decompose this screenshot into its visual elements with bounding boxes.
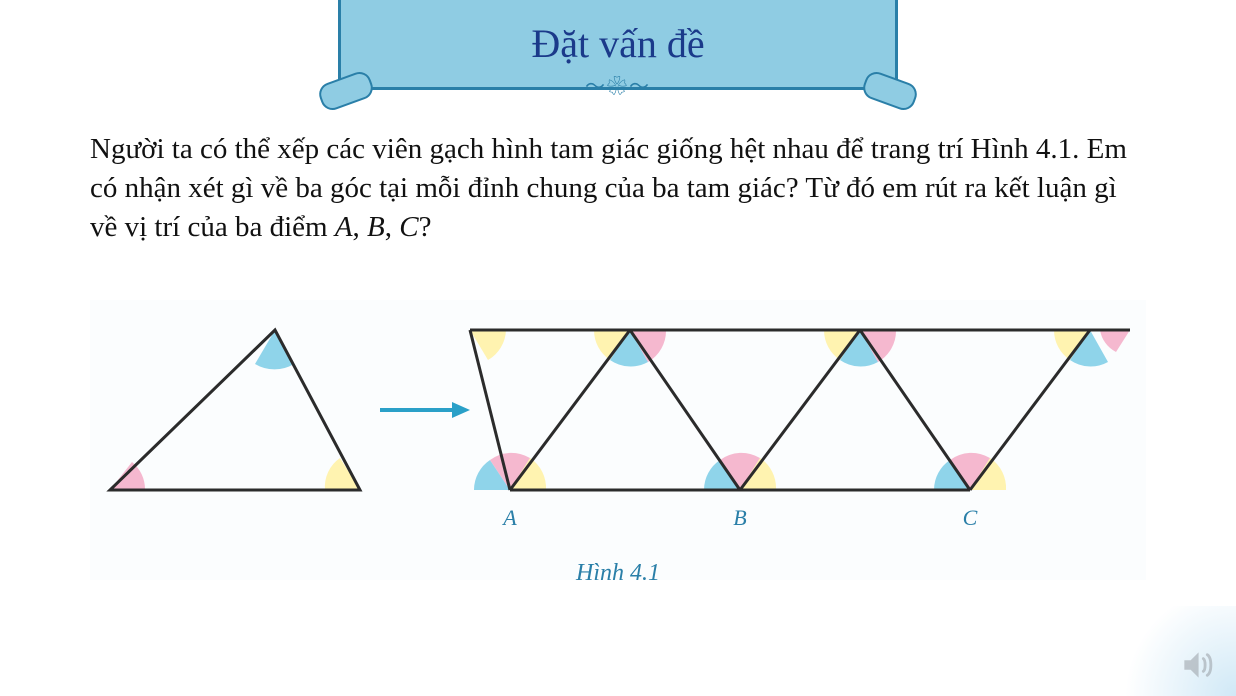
- d4: [740, 330, 860, 490]
- figure-4-1: A B C: [90, 300, 1146, 580]
- sound-icon: [1178, 646, 1216, 684]
- figure-caption: Hình 4.1: [90, 560, 1146, 587]
- qmark: ?: [419, 211, 432, 243]
- label-B: B: [733, 505, 746, 530]
- sep1: ,: [353, 211, 368, 243]
- point-b-ref: B: [367, 211, 385, 243]
- d3: [630, 330, 740, 490]
- triangle-pattern: A B C: [470, 330, 1130, 530]
- d2: [510, 330, 630, 490]
- triangle-outline: [110, 330, 360, 490]
- sep2: ,: [385, 211, 400, 243]
- angle-yellow: [325, 458, 360, 490]
- point-c-ref: C: [399, 211, 418, 243]
- label-A: A: [501, 505, 517, 530]
- banner-title: Đặt vấn đề: [531, 20, 704, 67]
- label-C: C: [963, 505, 978, 530]
- arrow: [380, 402, 470, 418]
- question-part-1: Người ta có thể xếp các viên gạch hình t…: [90, 133, 1127, 243]
- figure-svg: A B C: [90, 300, 1146, 560]
- point-a-ref: A: [335, 211, 353, 243]
- d6: [970, 330, 1090, 490]
- question-text: Người ta có thể xếp các viên gạch hình t…: [90, 130, 1146, 247]
- title-banner: Đặt vấn đề 〜❀〜: [338, 0, 898, 90]
- single-triangle: [110, 330, 360, 490]
- corner-gradient: [1106, 606, 1236, 696]
- angle-blue: [255, 330, 294, 369]
- d5: [860, 330, 970, 490]
- banner-ornament: 〜❀〜: [585, 70, 651, 99]
- top-right-pink: [1100, 330, 1130, 352]
